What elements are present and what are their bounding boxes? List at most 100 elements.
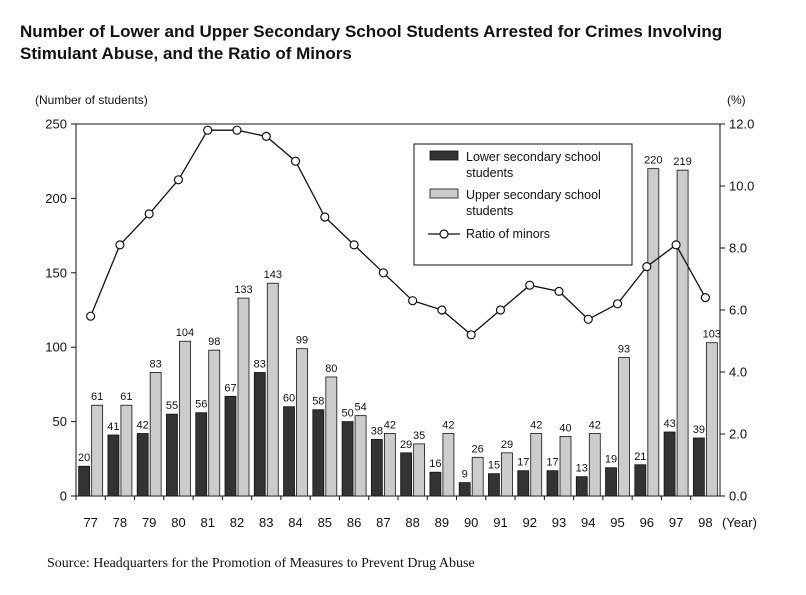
bar-label-lower: 9 — [462, 469, 468, 481]
bar-label-lower: 17 — [517, 457, 529, 469]
bar-lower-secondary — [575, 476, 588, 497]
bar-label-upper: 83 — [150, 358, 162, 370]
bar-label-lower: 38 — [371, 425, 383, 437]
bar-lower-secondary — [78, 465, 91, 497]
bar-label-lower: 60 — [283, 393, 295, 405]
bar-upper-secondary — [91, 404, 104, 497]
x-tick-label: 95 — [610, 515, 624, 530]
ratio-of-minors-point — [495, 305, 506, 315]
right-tick-label: 6.0 — [729, 303, 747, 318]
bar-upper-secondary — [383, 433, 396, 497]
bar-label-lower: 56 — [195, 399, 207, 411]
ratio-of-minors-point — [642, 262, 652, 272]
legend-marker-ratio — [439, 229, 449, 239]
x-tick-label: 87 — [376, 515, 390, 530]
x-tick-label: 79 — [142, 515, 156, 530]
x-tick-label: 85 — [318, 515, 332, 530]
x-tick-label: 89 — [435, 515, 449, 530]
bar-lower-secondary — [195, 412, 208, 497]
right-tick-label: 0.0 — [729, 489, 747, 504]
bar-lower-secondary — [370, 439, 383, 497]
left-tick-label: 50 — [53, 414, 67, 429]
ratio-of-minors-point — [525, 280, 535, 290]
bar-label-lower: 29 — [400, 439, 412, 451]
bar-label-upper: 29 — [501, 439, 513, 451]
legend-label-upper-line2: students — [466, 204, 513, 218]
bar-label-upper: 61 — [120, 391, 132, 403]
x-tick-label: 82 — [230, 515, 244, 530]
left-tick-label: 200 — [45, 191, 67, 206]
x-tick-label: 94 — [581, 515, 595, 530]
x-tick-label: 93 — [552, 515, 566, 530]
bar-label-upper: 40 — [559, 422, 571, 434]
left-tick-label: 250 — [45, 117, 67, 132]
ratio-of-minors-point — [437, 305, 447, 315]
legend-swatch-upper — [429, 188, 459, 199]
bar-label-upper: 93 — [618, 344, 630, 356]
x-tick-label: 86 — [347, 515, 361, 530]
ratio-of-minors-point — [349, 240, 359, 250]
bar-label-lower: 67 — [224, 382, 236, 394]
bar-lower-secondary — [429, 471, 442, 497]
legend-label-ratio: Ratio of minors — [466, 227, 550, 241]
bar-label-lower: 16 — [429, 458, 441, 470]
x-tick-label: 96 — [640, 515, 654, 530]
bar-upper-secondary — [501, 452, 513, 497]
bar-upper-secondary — [618, 357, 630, 497]
bar-label-upper: 54 — [354, 402, 366, 414]
ratio-of-minors-point — [612, 299, 623, 309]
bar-lower-secondary — [488, 473, 500, 497]
x-axis-label: (Year) — [722, 515, 757, 530]
bar-upper-secondary — [559, 436, 572, 497]
bar-lower-secondary — [517, 470, 530, 497]
bar-label-lower: 83 — [254, 358, 266, 370]
bar-label-lower: 19 — [605, 454, 617, 466]
x-tick-label: 90 — [464, 515, 478, 530]
bar-label-upper: 61 — [91, 391, 103, 403]
right-tick-label: 4.0 — [729, 365, 747, 380]
left-tick-label: 100 — [45, 340, 67, 355]
x-tick-label: 91 — [493, 515, 507, 530]
bar-label-upper: 104 — [176, 327, 194, 339]
bar-label-lower: 50 — [341, 408, 353, 420]
bar-lower-secondary — [166, 413, 178, 497]
bar-upper-secondary — [179, 340, 191, 497]
bar-lower-secondary — [692, 437, 705, 497]
bar-upper-secondary — [530, 433, 543, 497]
x-tick-label: 78 — [113, 515, 127, 530]
x-tick-label: 92 — [522, 515, 536, 530]
legend-label-lower-line1: Lower secondary school — [466, 150, 601, 164]
legend: Lower secondary school students Upper se… — [413, 143, 633, 266]
bar-lower-secondary — [458, 482, 471, 497]
ratio-of-minors-point — [173, 175, 184, 185]
ratio-of-minors-point — [378, 268, 388, 278]
bar-upper-secondary — [149, 372, 162, 497]
bar-lower-secondary — [546, 470, 559, 497]
bar-label-upper: 143 — [264, 269, 282, 281]
bar-label-lower: 39 — [693, 424, 705, 436]
bar-label-lower: 42 — [137, 420, 149, 432]
x-tick-label: 83 — [259, 515, 273, 530]
left-tick-label: 150 — [45, 265, 67, 280]
ratio-of-minors-point — [700, 293, 710, 303]
bar-upper-secondary — [413, 443, 426, 497]
bar-label-upper: 80 — [325, 363, 337, 375]
bar-lower-secondary — [341, 421, 354, 497]
legend-swatch-lower — [429, 150, 459, 161]
bar-upper-secondary — [296, 348, 308, 497]
bar-label-upper: 219 — [673, 156, 691, 168]
bar-label-upper: 42 — [530, 420, 542, 432]
bar-label-lower: 13 — [576, 463, 588, 475]
right-tick-label: 8.0 — [729, 241, 747, 256]
bar-label-lower: 41 — [107, 421, 119, 433]
legend-label-upper-line1: Upper secondary school — [466, 188, 601, 202]
right-axis-label: (%) — [727, 93, 746, 107]
left-tick-label: 0 — [60, 489, 67, 504]
x-tick-label: 81 — [200, 515, 214, 530]
x-tick-label: 88 — [405, 515, 419, 530]
ratio-of-minors-point — [86, 311, 96, 321]
bar-label-upper: 42 — [589, 420, 601, 432]
ratio-of-minors-point — [671, 240, 681, 250]
right-tick-label: 10.0 — [729, 179, 754, 194]
